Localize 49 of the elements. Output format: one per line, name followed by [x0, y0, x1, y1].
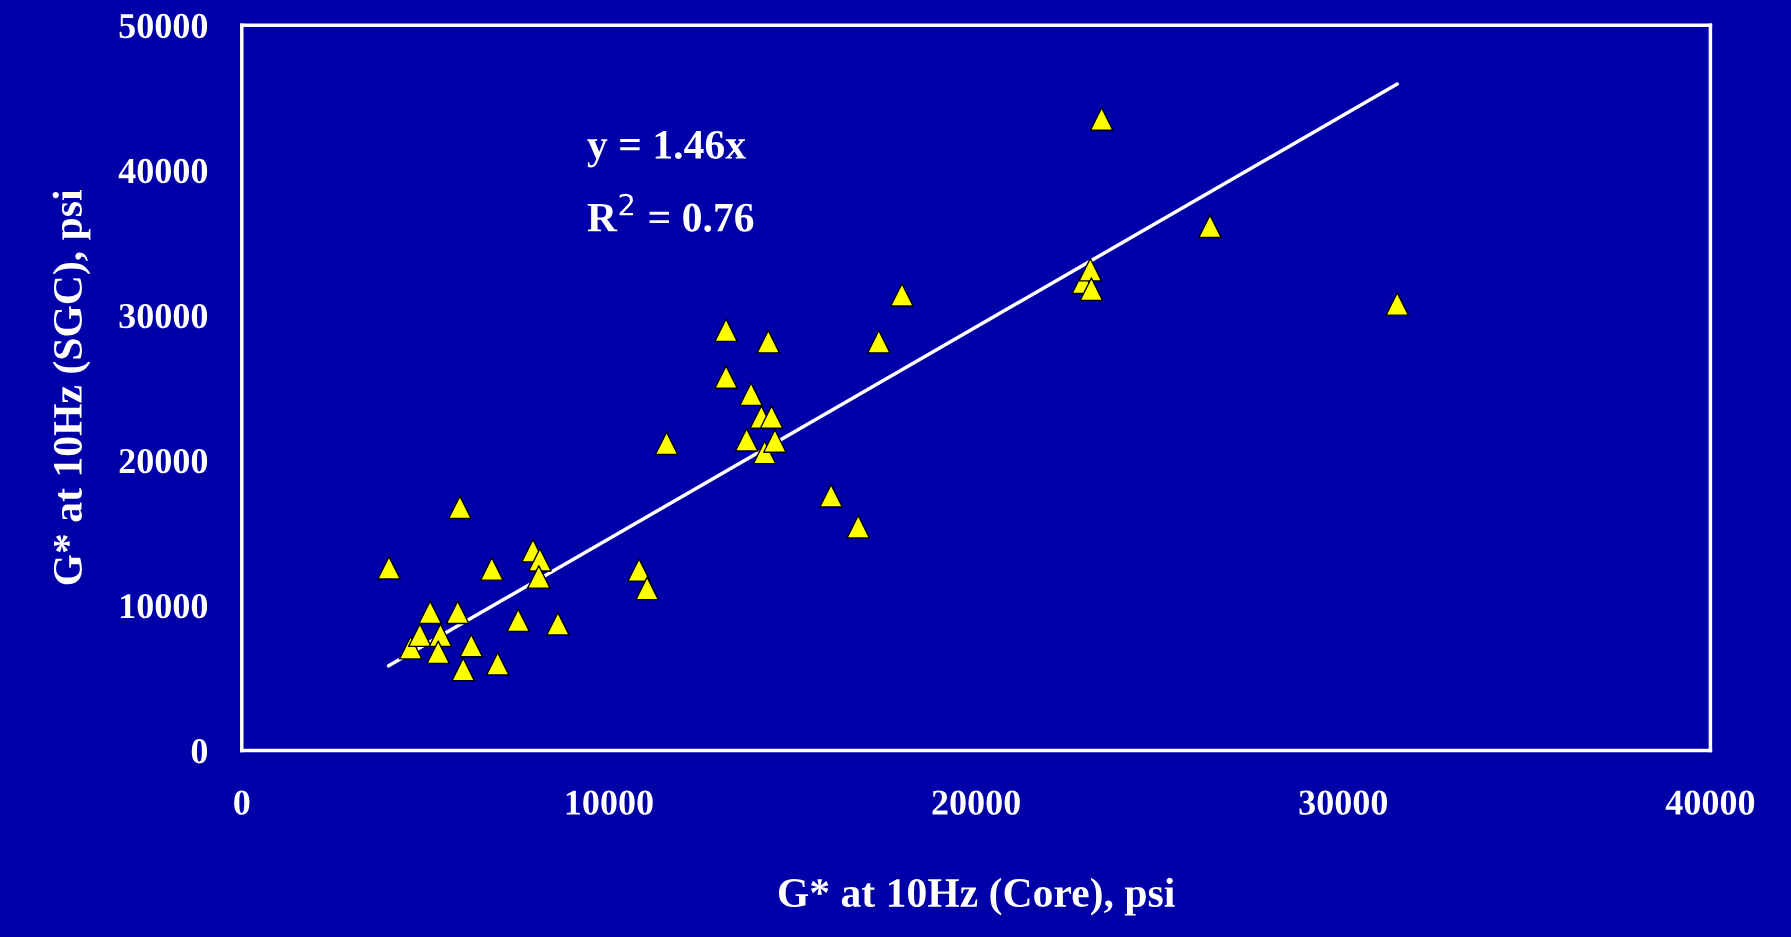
annotation: y = 1.46x: [587, 130, 746, 168]
y-tick-label: 0: [191, 739, 208, 764]
point: [418, 600, 443, 625]
point: [447, 495, 472, 520]
point: [627, 558, 651, 582]
point: [428, 623, 453, 648]
point: [459, 633, 484, 658]
y-tick-label: 10000: [121, 594, 208, 619]
point: [866, 329, 891, 354]
point: [526, 565, 551, 589]
point: [479, 557, 504, 581]
point: [890, 282, 914, 307]
x-tick-label: 20000: [932, 790, 1020, 815]
point: [506, 608, 531, 633]
annotation: R$^{2}$ = 0.76: [587, 193, 754, 232]
point: [445, 600, 470, 625]
point: [1078, 257, 1103, 282]
x-tick-label: 0: [234, 790, 250, 815]
y-axis-title: G* at 10Hz (SGC), psi: [52, 190, 91, 585]
point: [756, 329, 781, 354]
point: [377, 555, 401, 580]
point: [759, 405, 784, 429]
point: [635, 576, 660, 601]
x-tick-label: 40000: [1665, 790, 1755, 815]
point: [1089, 107, 1114, 131]
point: [739, 382, 763, 407]
point: [714, 365, 738, 389]
x-tick-label: 10000: [566, 790, 653, 815]
point: [1385, 292, 1410, 316]
point: [451, 657, 476, 682]
point: [714, 318, 738, 343]
point: [734, 427, 759, 452]
point: [426, 640, 451, 665]
point: [846, 514, 871, 539]
x-tick-label: 30000: [1299, 790, 1388, 815]
y-tick-label: 20000: [119, 448, 208, 474]
point: [546, 611, 570, 636]
y-tick-label: 30000: [119, 303, 208, 329]
x-axis-title: G* at 10Hz (Core), psi: [778, 877, 1175, 916]
point: [654, 431, 679, 456]
y-tick-label: 50000: [119, 13, 208, 39]
point: [407, 623, 432, 648]
point: [528, 547, 552, 572]
point: [1079, 277, 1104, 302]
point: [763, 429, 787, 453]
y-tick-label: 40000: [118, 158, 208, 184]
point: [1198, 214, 1222, 239]
point: [485, 651, 510, 676]
point: [819, 483, 843, 508]
